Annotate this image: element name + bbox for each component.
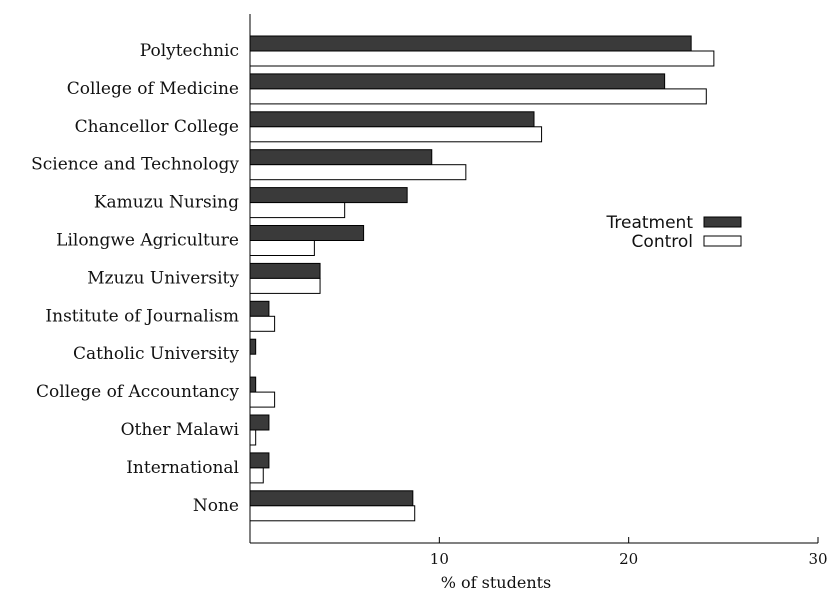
category-label: Science and Technology bbox=[31, 155, 239, 175]
category-label: Polytechnic bbox=[140, 41, 239, 61]
legend-swatch-treatment bbox=[703, 216, 742, 228]
bar-control-lilongwe-agriculture bbox=[249, 240, 315, 256]
bar-control-college-of-accountancy bbox=[249, 391, 276, 408]
category-label: None bbox=[193, 496, 239, 516]
bar-treatment-college-of-accountancy bbox=[249, 376, 257, 393]
bar-treatment-lilongwe-agriculture bbox=[249, 225, 365, 241]
bar-treatment-chancellor-college bbox=[249, 111, 535, 128]
x-ticks: 10 20 30 bbox=[430, 537, 828, 568]
bar-control-none bbox=[249, 505, 416, 522]
bar-control-chancellor-college bbox=[249, 126, 543, 143]
bar-treatment-institute-of-journalism bbox=[249, 300, 270, 317]
category-label: Catholic University bbox=[73, 344, 239, 364]
bar-control-other-malawi bbox=[249, 429, 257, 446]
x-axis bbox=[249, 14, 818, 544]
category-label: College of Accountancy bbox=[36, 382, 239, 402]
category-label: Mzuzu University bbox=[87, 268, 239, 288]
bars-layer bbox=[249, 35, 715, 522]
category-labels: Polytechnic College of Medicine Chancellor… bbox=[31, 41, 239, 516]
x-axis-title: % of students bbox=[441, 573, 552, 592]
category-label: International bbox=[126, 458, 239, 478]
bar-treatment-polytechnic bbox=[249, 35, 692, 52]
bar-control-kamuzu-nursing bbox=[249, 202, 346, 219]
bar-treatment-other-malawi bbox=[249, 414, 270, 431]
bar-control-mzuzu-university bbox=[249, 277, 321, 294]
bar-control-science-and-technology bbox=[249, 164, 467, 181]
category-label: Kamuzu Nursing bbox=[94, 193, 239, 213]
legend-label-control: Control bbox=[632, 232, 693, 252]
bar-treatment-kamuzu-nursing bbox=[249, 187, 408, 204]
bar-control-polytechnic bbox=[249, 50, 715, 67]
bar-control-college-of-medicine bbox=[249, 88, 707, 105]
x-tick-label: 20 bbox=[619, 550, 638, 568]
bar-treatment-international bbox=[249, 452, 270, 469]
x-tick-label: 30 bbox=[808, 550, 827, 568]
legend-swatch-control bbox=[703, 235, 742, 247]
bar-control-international bbox=[249, 467, 264, 484]
category-label: Lilongwe Agriculture bbox=[56, 231, 239, 251]
category-label: Chancellor College bbox=[75, 117, 239, 137]
bar-treatment-catholic-university bbox=[249, 338, 257, 355]
bar-treatment-none bbox=[249, 490, 414, 507]
bar-control-institute-of-journalism bbox=[249, 315, 276, 332]
bar-treatment-science-and-technology bbox=[249, 149, 433, 166]
legend-label-treatment: Treatment bbox=[605, 213, 693, 233]
category-label: Other Malawi bbox=[121, 420, 240, 440]
bar-treatment-college-of-medicine bbox=[249, 73, 666, 90]
x-tick-label: 10 bbox=[430, 550, 449, 568]
bar-treatment-mzuzu-university bbox=[249, 262, 321, 279]
category-label: College of Medicine bbox=[67, 79, 239, 99]
category-label: Institute of Journalism bbox=[45, 306, 239, 326]
